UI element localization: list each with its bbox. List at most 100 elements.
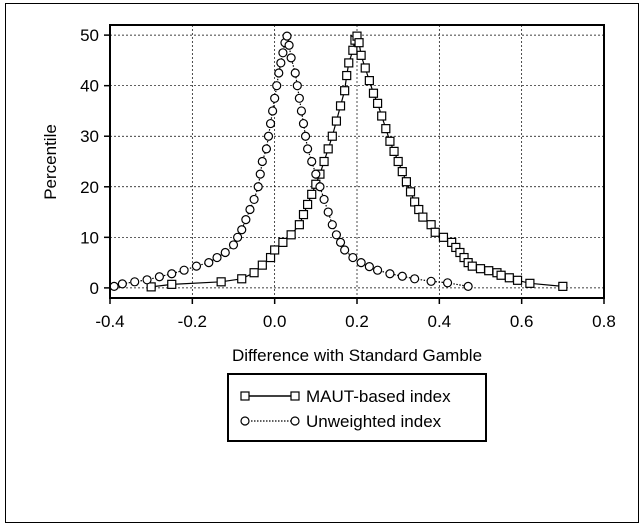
- data-point: [335, 101, 346, 111]
- data-point: [467, 261, 477, 271]
- square-marker-icon: [240, 391, 250, 401]
- legend-entry-unweighted: Unweighted index: [240, 412, 442, 431]
- data-point: [117, 279, 127, 289]
- grid: [110, 25, 604, 298]
- data-point: [263, 131, 274, 141]
- data-point: [426, 276, 436, 286]
- data-point: [249, 194, 259, 205]
- data-point: [286, 53, 296, 63]
- data-point: [265, 252, 276, 263]
- data-point: [319, 194, 329, 205]
- x-tick-label: 0.2: [345, 312, 369, 331]
- data-point: [311, 169, 321, 179]
- legend-box: [227, 373, 487, 442]
- data-point: [327, 131, 337, 141]
- data-point: [525, 278, 535, 288]
- data-point: [323, 207, 333, 217]
- data-point: [418, 212, 428, 222]
- x-tick-label: 0.6: [510, 312, 534, 331]
- data-point: [410, 197, 420, 207]
- data-point: [331, 230, 342, 240]
- data-point: [356, 50, 366, 60]
- data-point: [282, 31, 292, 41]
- data-point: [385, 269, 395, 279]
- data-point: [167, 279, 177, 289]
- data-point: [364, 76, 374, 86]
- data-point: [154, 272, 164, 282]
- data-point: [142, 275, 152, 285]
- data-point: [512, 275, 523, 285]
- data-point: [354, 38, 364, 48]
- legend-label-maut: MAUT-based index: [306, 387, 451, 406]
- data-point: [167, 269, 177, 279]
- data-point: [270, 93, 280, 103]
- data-point: [393, 156, 403, 167]
- data-point: [348, 45, 358, 55]
- data-point: [298, 209, 309, 220]
- x-tick-label: 0.8: [592, 312, 616, 331]
- data-point: [344, 58, 354, 68]
- data-point: [426, 220, 436, 230]
- data-point: [372, 265, 383, 275]
- data-point: [220, 247, 230, 258]
- series-layer: [110, 31, 568, 292]
- data-point: [228, 240, 239, 250]
- data-point: [255, 169, 265, 179]
- data-point: [342, 70, 352, 81]
- data-point: [261, 144, 272, 154]
- data-point: [360, 63, 370, 73]
- y-tick-label: 10: [80, 228, 99, 247]
- data-point: [110, 281, 119, 291]
- data-point: [323, 144, 333, 154]
- data-point: [496, 270, 506, 280]
- data-point: [249, 268, 259, 278]
- data-point: [284, 40, 294, 50]
- data-point: [401, 177, 411, 187]
- data-point: [504, 273, 514, 283]
- data-point: [389, 146, 399, 156]
- data-point: [484, 266, 494, 276]
- data-point: [257, 156, 267, 167]
- data-point: [410, 274, 420, 284]
- data-point: [303, 199, 313, 210]
- y-tick-label: 20: [80, 178, 99, 197]
- data-point: [377, 111, 387, 121]
- data-point: [381, 124, 391, 134]
- data-point: [265, 118, 276, 129]
- series-maut-based-index: [146, 31, 568, 292]
- data-point: [331, 116, 342, 126]
- data-point: [463, 281, 473, 291]
- data-point: [368, 88, 379, 98]
- data-point: [296, 106, 307, 116]
- legend-label-unweighted: Unweighted index: [306, 412, 442, 431]
- data-point: [298, 118, 309, 129]
- data-point: [558, 281, 568, 291]
- data-point: [216, 277, 226, 287]
- data-point: [294, 93, 304, 103]
- data-point: [274, 68, 284, 78]
- data-point: [430, 227, 440, 237]
- data-point: [241, 215, 251, 225]
- circle-marker-icon: [240, 416, 250, 426]
- data-point: [385, 136, 395, 146]
- data-point: [335, 237, 346, 247]
- y-tick-label: 30: [80, 127, 99, 146]
- data-point: [300, 131, 311, 141]
- data-point: [237, 225, 247, 235]
- x-tick-label: -0.2: [178, 312, 207, 331]
- x-tick-label: 0.4: [428, 312, 452, 331]
- x-tick-label: -0.4: [95, 312, 124, 331]
- data-point: [307, 189, 317, 199]
- square-marker-icon: [290, 391, 300, 401]
- data-point: [276, 58, 286, 68]
- data-point: [270, 245, 280, 255]
- chart: -0.4 -0.2 0.0 0.2 0.4 0.6 0.8 0 10 20 30 40 50 Diffe…: [41, 24, 616, 442]
- data-point: [438, 232, 449, 242]
- data-point: [245, 204, 255, 215]
- data-point: [257, 260, 267, 270]
- data-point: [397, 167, 407, 177]
- data-point: [286, 230, 296, 240]
- data-point: [233, 232, 243, 242]
- data-point: [372, 98, 383, 108]
- data-point: [179, 265, 189, 275]
